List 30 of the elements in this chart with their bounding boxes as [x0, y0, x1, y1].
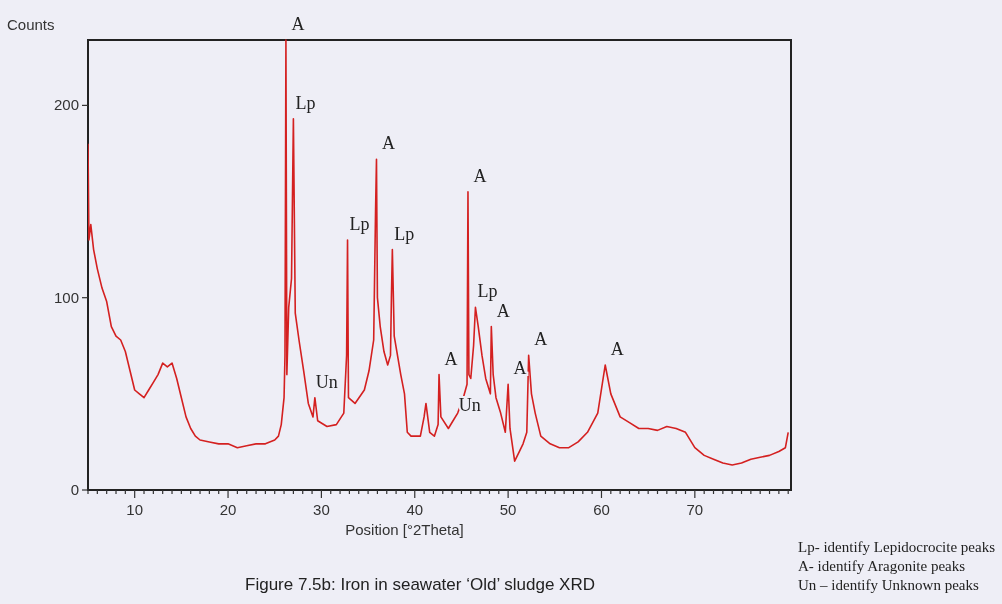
annotation: Un — [315, 371, 338, 392]
annotation: Lp — [394, 223, 415, 244]
x-tick-label: 20 — [219, 501, 237, 518]
y-tick-label: 0 — [70, 481, 79, 498]
x-tick-label: 30 — [313, 501, 330, 518]
text: Un – identify Unknown peaks — [798, 577, 979, 593]
y-axis-title: Counts — [7, 16, 55, 33]
annotation: Lp — [295, 92, 316, 113]
annotation: A — [291, 14, 305, 34]
line-series — [88, 39, 789, 466]
x-tick-label: 60 — [593, 501, 610, 518]
text: Lp- identify Lepidocrocite peaks — [798, 539, 996, 555]
annotation: A — [534, 329, 548, 350]
x-axis-title: Position [°2Theta] — [345, 521, 464, 538]
annotation: A — [496, 300, 510, 321]
annotation: A — [610, 339, 624, 359]
x-tick-label: 70 — [686, 501, 704, 518]
x-tick-label: 10 — [126, 501, 144, 518]
y-tick-label: 100 — [53, 288, 79, 306]
y-tick-label: 200 — [53, 96, 79, 114]
annotation: Lp — [477, 281, 498, 302]
x-tick-label: 40 — [406, 501, 424, 518]
annotation: A — [444, 348, 458, 369]
annotation: A — [473, 165, 487, 186]
annotation: A — [381, 133, 395, 154]
text: A- identify Aragonite peaks — [798, 558, 966, 574]
x-tick-label: 50 — [499, 501, 517, 518]
annotation: Lp — [349, 214, 370, 234]
text: Figure 7.5b: Iron in seawater ‘Old’ sludge XRD — [245, 575, 595, 594]
annotation: A — [513, 358, 527, 379]
